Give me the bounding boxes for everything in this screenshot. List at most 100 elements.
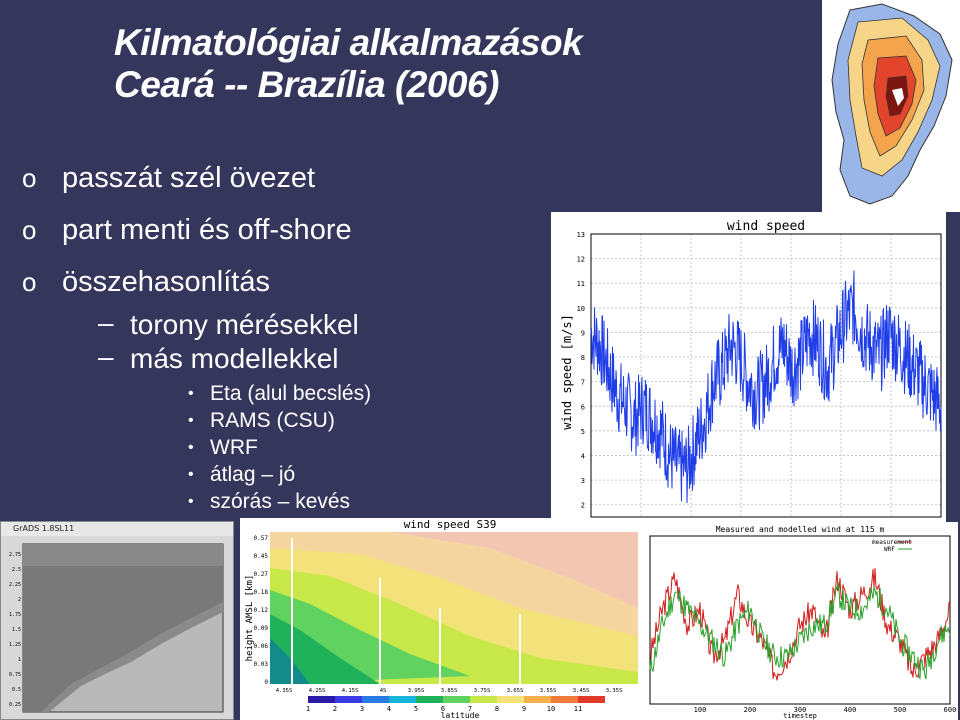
cross-section-y-tick: 0.09 (254, 625, 269, 632)
plot-frame (590, 233, 942, 518)
colorbar-label: 6 (441, 705, 445, 713)
cross-section-y-tick: 0 (264, 679, 268, 686)
y-axis-label: wind speed [m/s] (560, 314, 574, 430)
window-titlebar[interactable]: GrADS 1.8SL11 (1, 522, 233, 536)
grads-y-label: 0.25 (9, 702, 21, 708)
cross-section-title: wind speed S39 (404, 518, 497, 531)
sub-sub-bullet-item: • RAMS (CSU) (188, 409, 335, 432)
map-figure (831, 3, 953, 205)
cross-section-y-tick: 0.57 (254, 535, 269, 542)
title-line-1: Kilmatológiai alkalmazások (114, 22, 583, 63)
colorbar-label: 1 (306, 705, 310, 713)
cross-section-x-tick: 3.45S (573, 688, 590, 694)
colorbar-label: 10 (547, 705, 555, 713)
colorbar-label: 5 (414, 705, 418, 713)
x-tick-label: 200 (744, 706, 757, 714)
grads-y-label: 1 (18, 657, 21, 663)
legend-wrf: WRF (884, 546, 895, 553)
y-tick-label: 7 (581, 379, 585, 387)
sub-sub-bullet-item: • átlag – jó (188, 463, 296, 486)
cross-section-x-tick: 4.25S (309, 688, 326, 694)
colorbar-label: 11 (574, 705, 582, 713)
chart-title: wind speed (727, 219, 805, 234)
bullet-item: o part menti és off-shore (22, 214, 352, 246)
colorbar-label: 2 (333, 705, 337, 713)
cross-section-y-tick: 0.27 (254, 571, 269, 578)
grads-y-label: 2 (18, 597, 21, 603)
title-line-2: Ceará -- Brazília (2006) (114, 64, 499, 105)
cross-section-x-tick: 3.35S (606, 688, 623, 694)
colorbar-swatch (308, 696, 335, 703)
colorbar-swatch (443, 696, 470, 703)
grads-y-label: 0.5 (12, 687, 21, 693)
ceara-wind-map (822, 0, 960, 212)
y-tick-label: 2 (581, 502, 585, 510)
wind-speed-svg: wind speed wind speed [m/s] 2 3 4 5 6 7 8 9 10 11… (560, 219, 942, 518)
y-tick-label: 11 (577, 280, 585, 288)
y-tick-label: 12 (577, 256, 585, 264)
colorbar-swatch (497, 696, 524, 703)
y-tick-label: 8 (581, 354, 585, 362)
cross-section-xlabel: latitude (441, 711, 480, 720)
cross-section-svg: wind speed S39 height AMSL [km] 0.57 0.45… (245, 518, 638, 720)
grads-y-label: 0.75 (9, 672, 21, 678)
colorbar-swatch (578, 696, 605, 703)
y-tick-label: 13 (577, 231, 585, 239)
colorbar-swatch (389, 696, 416, 703)
slide-title: Kilmatológiai alkalmazások Ceará -- Braz… (114, 22, 583, 106)
colorbar-label: 3 (360, 705, 364, 713)
wind-speed-chart: wind speed wind speed [m/s] 2 3 4 5 6 7 8 9 10 11… (551, 212, 946, 522)
cross-section-x-tick: 4.15S (342, 688, 359, 694)
sub-sub-bullet-item: • szórás – kevés (188, 490, 351, 513)
cross-section-x-tick: 3.75S (474, 688, 491, 694)
grads-y-label: 1.75 (9, 612, 21, 618)
measured-modelled-chart: Measured and modelled wind at 115 m meas… (640, 522, 958, 720)
grads-y-label: 2.5 (12, 567, 21, 573)
x-tick-label: 500 (894, 706, 907, 714)
colorbar-swatch (362, 696, 389, 703)
colorbar-label: 4 (387, 705, 391, 713)
grads-y-label: 2.25 (9, 582, 21, 588)
cross-section-x-tick: 4S (380, 688, 387, 694)
cross-section-x-tick: 4.35S (276, 688, 293, 694)
x-tick-label: 100 (694, 706, 707, 714)
chart2-title: Measured and modelled wind at 115 m (716, 525, 885, 534)
cross-section-x-tick: 3.85S (441, 688, 458, 694)
sub-sub-bullet-item: • WRF (188, 436, 258, 459)
sub-bullet-item: – más modellekkel (98, 341, 339, 374)
chart2-xlabel: timestep (783, 712, 817, 720)
y-tick-label: 5 (581, 428, 585, 436)
measured-modelled-svg: Measured and modelled wind at 115 m meas… (649, 525, 957, 720)
grads-y-label: 1.5 (12, 627, 21, 633)
y-tick-label: 3 (581, 477, 585, 485)
cross-section-y-tick: 0.06 (254, 643, 269, 650)
series-measurement-line (649, 567, 951, 681)
colorbar-swatch (335, 696, 362, 703)
x-tick-label: 300 (794, 706, 807, 714)
chart2-legend: measurement WRF (872, 539, 912, 553)
bullet-item: o összehasonlítás (22, 266, 270, 298)
series-wrf-line (649, 581, 951, 681)
cross-section-x-tick: 3.55S (540, 688, 557, 694)
cross-section-y-tick: 0.12 (254, 607, 269, 614)
grads-window[interactable]: GrADS 1.8SL11 2.75 2.5 2.25 2 1.75 1.5 1.25 1 0.… (0, 521, 234, 720)
grads-y-label: 2.75 (9, 552, 21, 558)
grads-y-label: 1.25 (9, 642, 21, 648)
colorbar-swatch (551, 696, 578, 703)
colorbar-swatch (416, 696, 443, 703)
cross-section-y-tick: 0.18 (254, 589, 269, 596)
y-tick-label: 6 (581, 403, 585, 411)
colorbar-label: 7 (468, 705, 472, 713)
colorbar-label: 8 (495, 705, 499, 713)
sub-sub-bullet-item: • Eta (alul becslés) (188, 382, 372, 405)
bullet-item: o passzát szél övezet (22, 162, 316, 194)
grads-map: 2.75 2.5 2.25 2 1.75 1.5 1.25 1 0.75 0.5 0.25 (9, 543, 224, 713)
series-line (590, 270, 942, 504)
y-tick-label: 10 (577, 305, 585, 313)
y-tick-label: 9 (581, 329, 585, 337)
cross-section-figure: wind speed S39 height AMSL [km] 0.57 0.45… (240, 518, 640, 720)
x-tick-label: 600 (944, 706, 957, 714)
bullet-list: o passzát szél övezet o part menti és off-… (22, 152, 371, 515)
sub-bullet-item: – torony mérésekkel (98, 307, 359, 340)
x-tick-label: 400 (844, 706, 857, 714)
